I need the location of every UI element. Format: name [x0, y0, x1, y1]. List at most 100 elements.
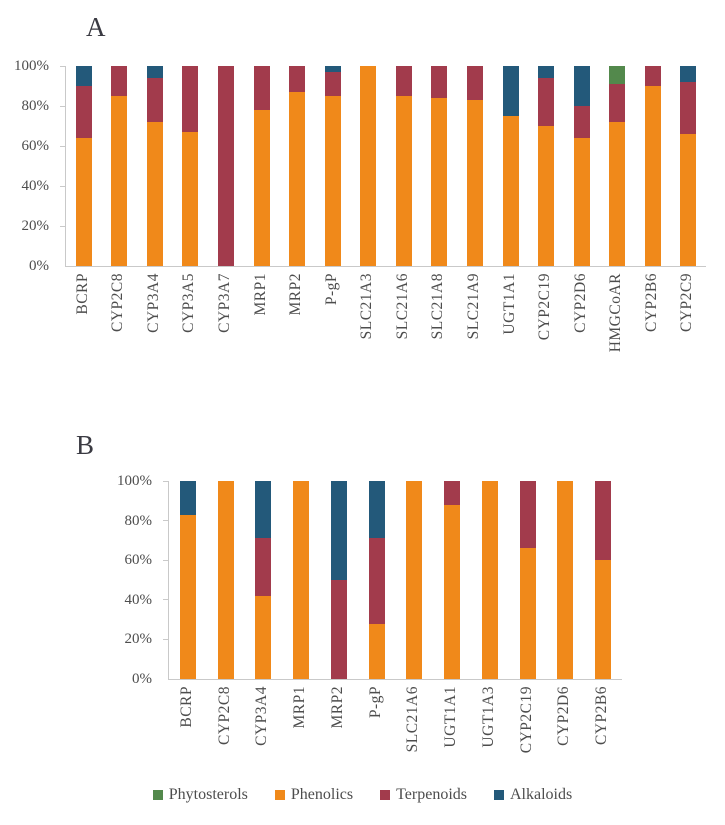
y-tick-label: 0%	[29, 258, 49, 274]
x-label-cell: CYP2C9	[670, 273, 706, 332]
segment-phenolics	[538, 126, 555, 266]
x-axis-label: P-gP	[366, 686, 384, 719]
x-axis-label: UGT1A3	[479, 686, 497, 748]
bars-a	[66, 66, 706, 266]
segment-phenolics	[182, 132, 199, 266]
x-axis-label: CYP2D6	[571, 273, 589, 333]
bar-cell	[493, 66, 529, 266]
segment-terpenoids	[644, 66, 661, 86]
legend-swatch-phytosterols	[152, 790, 163, 800]
x-label-cell: BCRP	[65, 273, 101, 315]
segment-phenolics	[644, 86, 661, 266]
segment-phenolics	[595, 560, 612, 679]
bar-cell	[471, 481, 509, 679]
segment-terpenoids	[519, 481, 536, 549]
x-axis-label: CYP2C8	[215, 686, 233, 745]
bar-cyp2c19	[538, 66, 555, 266]
y-tick-mark	[163, 599, 169, 601]
x-label-cell: CYP3A4	[244, 686, 282, 746]
x-axis-label: CYP2D6	[555, 686, 573, 746]
x-label-cell: BCRP	[168, 686, 206, 728]
x-label-cell: CYP2C8	[101, 273, 137, 332]
bar-ugt1a1	[444, 481, 461, 679]
y-tick-mark	[60, 225, 66, 227]
bar-cyp3a4	[146, 66, 163, 266]
x-label-cell: CYP3A7	[207, 273, 243, 333]
x-label-cell: CYP3A4	[136, 273, 172, 333]
bar-cell	[671, 66, 707, 266]
x-label-cell: SLC21A8	[421, 273, 457, 339]
segment-alkaloids	[255, 481, 272, 539]
x-axis-label: CYP3A4	[144, 273, 162, 333]
segment-phytosterols	[609, 66, 626, 84]
plot-area-a	[60, 65, 706, 267]
x-label-cell: SLC21A3	[350, 273, 386, 339]
segment-alkaloids	[573, 66, 590, 106]
bar-bcrp	[179, 481, 196, 679]
y-axis-b: 0% 20% 40% 60% 80% 100%	[104, 473, 158, 687]
segment-terpenoids	[324, 72, 341, 96]
y-tick-label: 80%	[21, 98, 50, 114]
segment-terpenoids	[595, 481, 612, 561]
y-tick-label: 80%	[124, 512, 153, 529]
segment-phenolics	[368, 623, 385, 679]
bar-cyp2c8	[217, 481, 234, 679]
bar-cell	[208, 66, 244, 266]
x-axis-label: CYP3A5	[180, 273, 198, 333]
x-label-cell: MRP1	[281, 686, 319, 729]
x-label-cell: SLC21A9	[456, 273, 492, 339]
segment-terpenoids	[253, 66, 270, 110]
legend-item-alkaloids: Alkaloids	[493, 786, 573, 804]
segment-phenolics	[293, 481, 310, 679]
bar-ugt1a3	[481, 481, 498, 679]
x-axis-label: BCRP	[73, 273, 91, 315]
segment-phenolics	[481, 481, 498, 679]
chart-b: 0% 20% 40% 60% 80% 100% BCRP CYP2C8 CYP3A4 MRP1 M…	[117, 473, 622, 753]
segment-terpenoids	[111, 66, 128, 96]
x-label-cell: MRP1	[243, 273, 279, 316]
bars-b	[169, 481, 622, 679]
x-axis-label: SLC21A9	[464, 273, 482, 340]
x-axis-label: CYP2C8	[109, 273, 127, 332]
bar-cell	[137, 66, 173, 266]
x-label-cell: UGT1A1	[432, 686, 470, 748]
segment-terpenoids	[466, 66, 483, 100]
segment-alkaloids	[179, 481, 196, 515]
x-axis-label: MRP2	[328, 686, 346, 729]
y-tick-label: 60%	[21, 138, 50, 154]
bar-cell	[457, 66, 493, 266]
x-axis-labels-a: BCRP CYP2C8 CYP3A4 CYP3A5 CYP3A7 MRP1 MRP2 P-gP…	[65, 266, 705, 352]
x-axis-label: HMGCoAR	[607, 273, 625, 353]
y-axis-a: 0% 20% 40% 60% 80% 100%	[1, 58, 55, 274]
bar-cell	[102, 66, 138, 266]
x-label-cell: SLC21A6	[395, 686, 433, 752]
segment-phenolics	[519, 548, 536, 679]
x-axis-label: CYP2C19	[536, 273, 554, 341]
x-axis-label: MRP1	[251, 273, 269, 316]
bar-cell	[351, 66, 387, 266]
bar-cyp3a5	[182, 66, 199, 266]
bar-cell	[433, 481, 471, 679]
bar-p-gp	[324, 66, 341, 266]
bar-slc21a8	[431, 66, 448, 266]
segment-terpenoids	[75, 86, 92, 138]
x-axis-label: CYP2B6	[593, 686, 611, 745]
segment-phenolics	[573, 138, 590, 266]
segment-phenolics	[289, 92, 306, 266]
x-label-cell: MRP2	[278, 273, 314, 316]
bar-cell	[320, 481, 358, 679]
x-label-cell: MRP2	[319, 686, 357, 729]
bar-cell	[279, 66, 315, 266]
x-axis-label: BCRP	[177, 686, 195, 728]
y-tick-mark	[163, 520, 169, 522]
bar-cyp3a7	[218, 66, 235, 266]
x-axis-labels-b: BCRP CYP2C8 CYP3A4 MRP1 MRP2 P-gP SLC21A6 UGT1A…	[168, 679, 621, 753]
segment-phenolics	[444, 504, 461, 679]
segment-phenolics	[360, 66, 377, 266]
legend-label: Alkaloids	[509, 786, 573, 803]
bar-cell	[173, 66, 209, 266]
segment-phenolics	[557, 481, 574, 679]
segment-phenolics	[179, 514, 196, 679]
x-axis-label: CYP2C19	[517, 686, 535, 754]
segment-terpenoids	[255, 538, 272, 596]
